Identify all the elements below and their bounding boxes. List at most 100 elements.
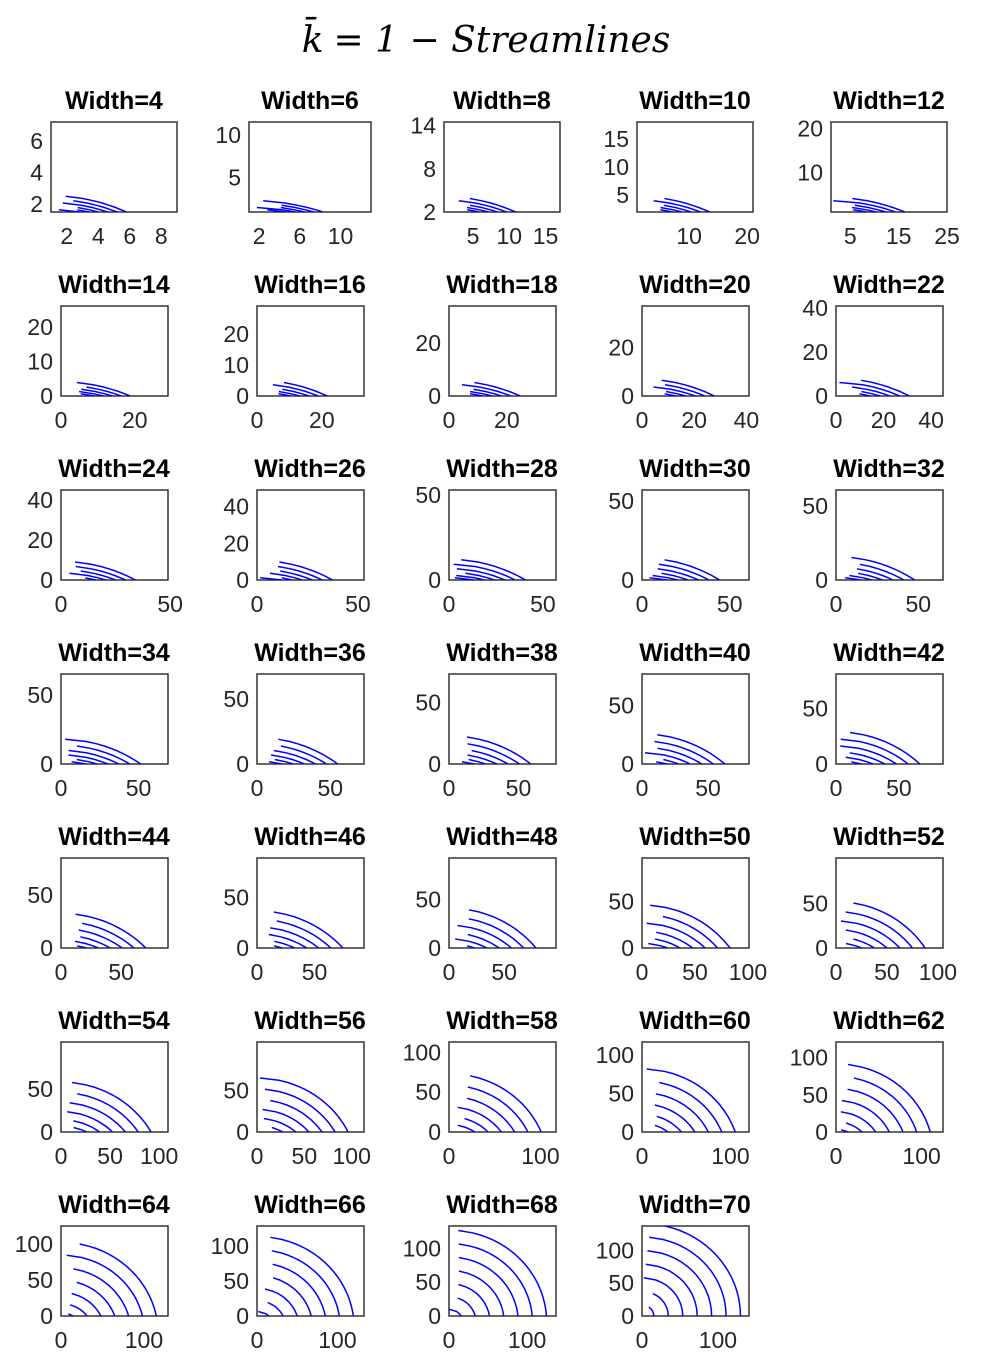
panel-title: Width=28: [446, 455, 558, 483]
streamline: [273, 945, 283, 948]
streamline: [845, 577, 862, 580]
streamline: [646, 922, 706, 948]
x-tick-label: 0: [636, 591, 649, 617]
streamline: [76, 1281, 116, 1316]
panel-title: Width=10: [639, 87, 751, 115]
y-tick-label: 50: [27, 682, 53, 708]
axes-box: [641, 857, 750, 949]
streamline: [80, 936, 111, 948]
y-tick-label: 10: [603, 154, 629, 180]
streamlines: [256, 200, 324, 212]
streamlines: [74, 913, 147, 948]
x-tick-label: 100: [521, 1143, 559, 1169]
panel-title: Width=62: [833, 1007, 945, 1035]
axes-box: [448, 489, 557, 581]
streamline: [278, 390, 301, 396]
y-tick-label: 0: [236, 1119, 249, 1145]
y-tick-label: 100: [211, 1233, 249, 1259]
streamlines: [457, 1075, 542, 1132]
y-tick-label: 20: [797, 116, 823, 142]
y-tick-label: 20: [27, 527, 53, 553]
x-tick-label: 0: [55, 959, 68, 985]
panel-title: Width=20: [639, 271, 751, 299]
y-tick-label: 20: [608, 334, 634, 360]
y-tick-label: 2: [30, 191, 43, 217]
streamline: [69, 572, 106, 580]
x-tick-label: 40: [918, 407, 944, 433]
x-tick-label: 0: [251, 959, 264, 985]
y-tick-label: 50: [415, 689, 441, 715]
streamline: [645, 1263, 698, 1316]
x-tick-label: 100: [919, 959, 957, 985]
panel-title: Width=70: [639, 1191, 751, 1219]
x-tick-label: 50: [157, 591, 183, 617]
streamline: [467, 933, 500, 948]
x-tick-label: 0: [443, 959, 456, 985]
streamline: [67, 1111, 114, 1132]
streamline: [658, 563, 710, 580]
streamline: [840, 745, 897, 764]
streamline: [81, 922, 135, 948]
y-tick-label: 50: [223, 686, 249, 712]
y-tick-label: 0: [40, 567, 53, 593]
streamline: [281, 204, 315, 212]
y-tick-label: 10: [223, 352, 249, 378]
x-tick-label: 10: [328, 223, 354, 249]
streamline: [264, 1088, 336, 1132]
streamline: [75, 913, 147, 948]
streamline: [76, 381, 131, 396]
streamline: [74, 561, 136, 580]
panel: Width=42 0 50 0 50: [802, 639, 944, 801]
streamline: [657, 734, 726, 764]
streamline: [458, 1270, 505, 1316]
y-tick-label: 0: [815, 751, 828, 777]
streamline: [264, 1288, 298, 1316]
y-tick-label: 14: [410, 113, 436, 139]
streamline: [662, 915, 719, 948]
axes-box: [448, 857, 557, 949]
streamline: [660, 209, 673, 212]
streamline: [68, 754, 109, 764]
streamline: [649, 577, 668, 580]
x-tick-label: 50: [317, 775, 343, 801]
y-tick-label: 50: [415, 1079, 441, 1105]
streamline: [456, 568, 506, 580]
streamlines: [845, 556, 915, 580]
y-tick-label: 5: [228, 165, 241, 191]
streamline: [661, 379, 715, 396]
panel: Width=36 0 50 0 50: [223, 639, 365, 801]
streamline: [853, 938, 875, 948]
streamlines: [840, 731, 921, 764]
figure-title: k̄ = 1 − Streamlines: [302, 17, 671, 61]
streamline: [272, 384, 319, 396]
y-tick-label: 0: [815, 1119, 828, 1145]
streamline: [664, 384, 706, 396]
streamline: [75, 565, 126, 580]
streamline: [644, 752, 691, 764]
streamline: [656, 931, 694, 948]
x-tick-label: 0: [251, 407, 264, 433]
x-tick-label: 20: [734, 223, 760, 249]
streamline: [281, 577, 293, 580]
x-tick-label: 100: [125, 1327, 163, 1353]
streamline: [840, 920, 901, 948]
axes-box: [448, 673, 557, 765]
x-tick-label: 0: [55, 1327, 68, 1353]
x-tick-label: 0: [251, 775, 264, 801]
x-tick-label: 100: [699, 1327, 737, 1353]
y-tick-label: 50: [608, 889, 634, 915]
y-tick-label: 50: [802, 890, 828, 916]
x-tick-label: 0: [443, 1327, 456, 1353]
panel-title: Width=14: [58, 271, 170, 299]
streamline: [65, 195, 127, 212]
panel: Width=18 0 20 0 20: [415, 271, 557, 433]
streamline: [73, 200, 118, 212]
streamline: [58, 209, 80, 212]
x-tick-label: 20: [122, 407, 148, 433]
panel: Width=16 0 20 0 10 20: [223, 271, 365, 433]
streamlines: [839, 379, 910, 396]
streamline: [73, 1126, 88, 1132]
panel-title: Width=50: [639, 823, 751, 851]
streamline: [66, 1254, 144, 1316]
